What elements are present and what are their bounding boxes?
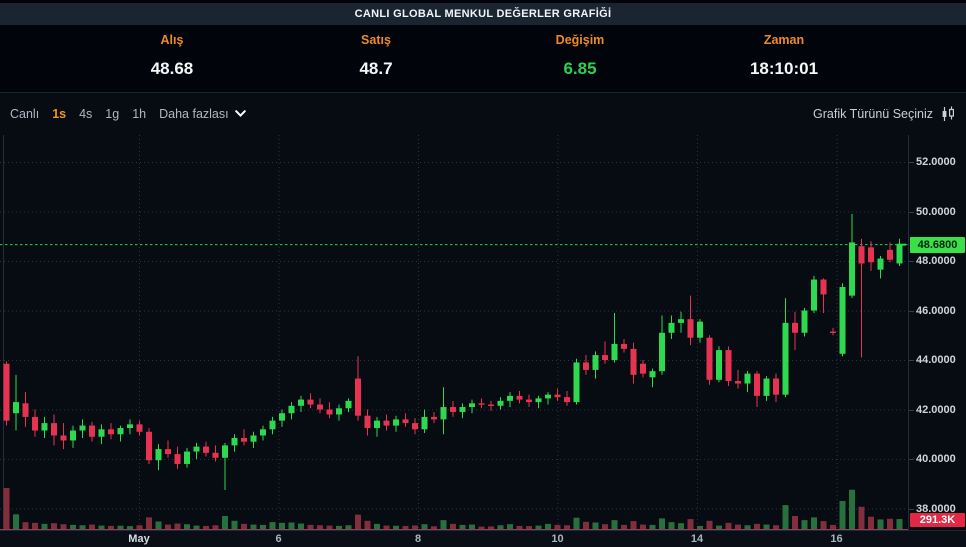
time-axis[interactable]: May 6 8 10 14 16 [0, 530, 966, 547]
chevron-down-icon [234, 110, 246, 118]
sell-label: Satış [361, 33, 391, 47]
time-value: 18:10:01 [749, 59, 819, 78]
price-axis-tick [909, 459, 914, 460]
last-price-tag: 48.6800 [910, 236, 965, 253]
chart-toolbar: Canlı 1s 4s 1g 1h Daha fazlası Grafik Türün… [0, 93, 966, 135]
interval-1h-button[interactable]: 1h [132, 107, 147, 121]
price-axis-label: 52.0000 [916, 156, 956, 168]
page-title: CANLI GLOBAL MENKUL DEĞERLER GRAFİĞİ [354, 8, 612, 20]
chart-type-selector[interactable]: Grafik Türünü Seçiniz [813, 106, 956, 122]
interval-1s-button[interactable]: 1s [52, 107, 67, 121]
more-intervals-label: Daha fazlası [159, 107, 229, 121]
more-intervals-button[interactable]: Daha fazlası [159, 107, 246, 121]
change-label: Değişim [555, 33, 605, 47]
price-axis[interactable]: 52.0000 50.0000 48.0000 46.0000 44.0000 42.00… [908, 135, 966, 530]
sell-value: 48.7 [359, 59, 393, 78]
quote-col-change: Değişim 6.85 [478, 27, 682, 89]
price-chart-plot[interactable] [0, 135, 966, 530]
price-axis-tick [909, 310, 914, 312]
time-axis-label: 8 [414, 533, 422, 545]
price-axis-label: 48.0000 [916, 255, 956, 267]
live-mode-button[interactable]: Canlı [10, 107, 40, 121]
quote-row: Alış 48.68 Satış 48.7 Değişim 6.85 Zaman… [70, 27, 886, 89]
interval-1g-button[interactable]: 1g [105, 107, 120, 121]
interval-controls: Canlı 1s 4s 1g 1h Daha fazlası [10, 107, 246, 121]
price-axis-tick [909, 261, 914, 262]
time-axis-label: 16 [830, 533, 843, 545]
title-bar: CANLI GLOBAL MENKUL DEĞERLER GRAFİĞİ [0, 3, 966, 25]
price-axis-label: 40.0000 [916, 453, 956, 465]
buy-label: Alış [160, 33, 184, 47]
time-axis-label: May [128, 533, 150, 545]
time-axis-label: 6 [275, 533, 282, 545]
time-label: Zaman [763, 33, 805, 47]
price-axis-tick [909, 162, 914, 163]
candles [3, 213, 903, 490]
last-volume-tag: 291.3K [910, 513, 965, 527]
price-axis-tick [909, 360, 914, 361]
quote-panel: CANLI GLOBAL MENKUL DEĞERLER GRAFİĞİ Alı… [0, 0, 966, 93]
volume-bars [0, 488, 908, 530]
quote-col-buy: Alış 48.68 [70, 27, 274, 89]
price-axis-label: 42.0000 [916, 403, 956, 416]
price-axis-label: 38.0000 [916, 502, 956, 515]
change-value: 6.85 [563, 59, 597, 78]
price-axis-tick [909, 409, 914, 411]
grid-lines [0, 135, 908, 529]
price-axis-tick [909, 211, 914, 213]
interval-4s-button[interactable]: 4s [79, 107, 93, 121]
quote-col-sell: Satış 48.7 [274, 27, 478, 89]
price-axis-label: 44.0000 [916, 354, 956, 366]
price-axis-label: 50.0000 [916, 205, 956, 218]
quote-col-time: Zaman 18:10:01 [682, 27, 886, 89]
time-axis-label: 10 [551, 533, 564, 545]
price-axis-tick [909, 508, 914, 510]
buy-value: 48.68 [150, 59, 194, 78]
interval-button-group: 1s 4s 1g 1h [52, 107, 146, 121]
candlestick-chart-icon [942, 106, 955, 121]
chart-type-label: Grafik Türünü Seçiniz [813, 107, 933, 121]
time-axis-label: 14 [690, 533, 704, 545]
price-axis-label: 46.0000 [916, 304, 956, 317]
